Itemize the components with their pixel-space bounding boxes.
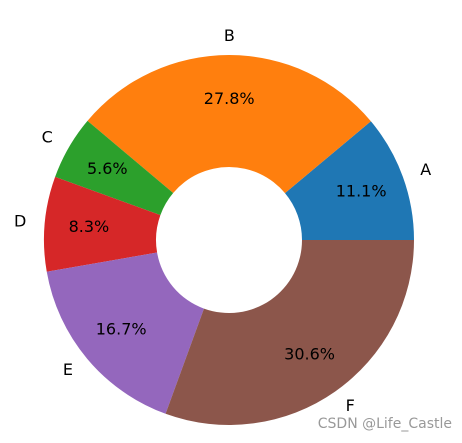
wedge [46,252,204,414]
percent-label: 30.6% [284,345,335,364]
wedge [43,176,161,272]
watermark: CSDN @Life_Castle [318,416,452,432]
category-label: F [346,396,355,415]
category-label: D [14,212,26,231]
category-label: C [42,128,53,147]
percent-label: 8.3% [69,217,110,236]
wedge [165,240,414,425]
percent-label: 11.1% [336,182,387,201]
percent-label: 5.6% [87,159,128,178]
category-label: B [224,26,235,45]
wedge [87,54,371,194]
percent-label: 16.7% [96,320,147,339]
category-label: E [63,360,73,379]
wedge [284,121,414,240]
percent-label: 27.8% [204,89,255,108]
wedge [55,120,174,216]
category-label: A [420,160,431,179]
